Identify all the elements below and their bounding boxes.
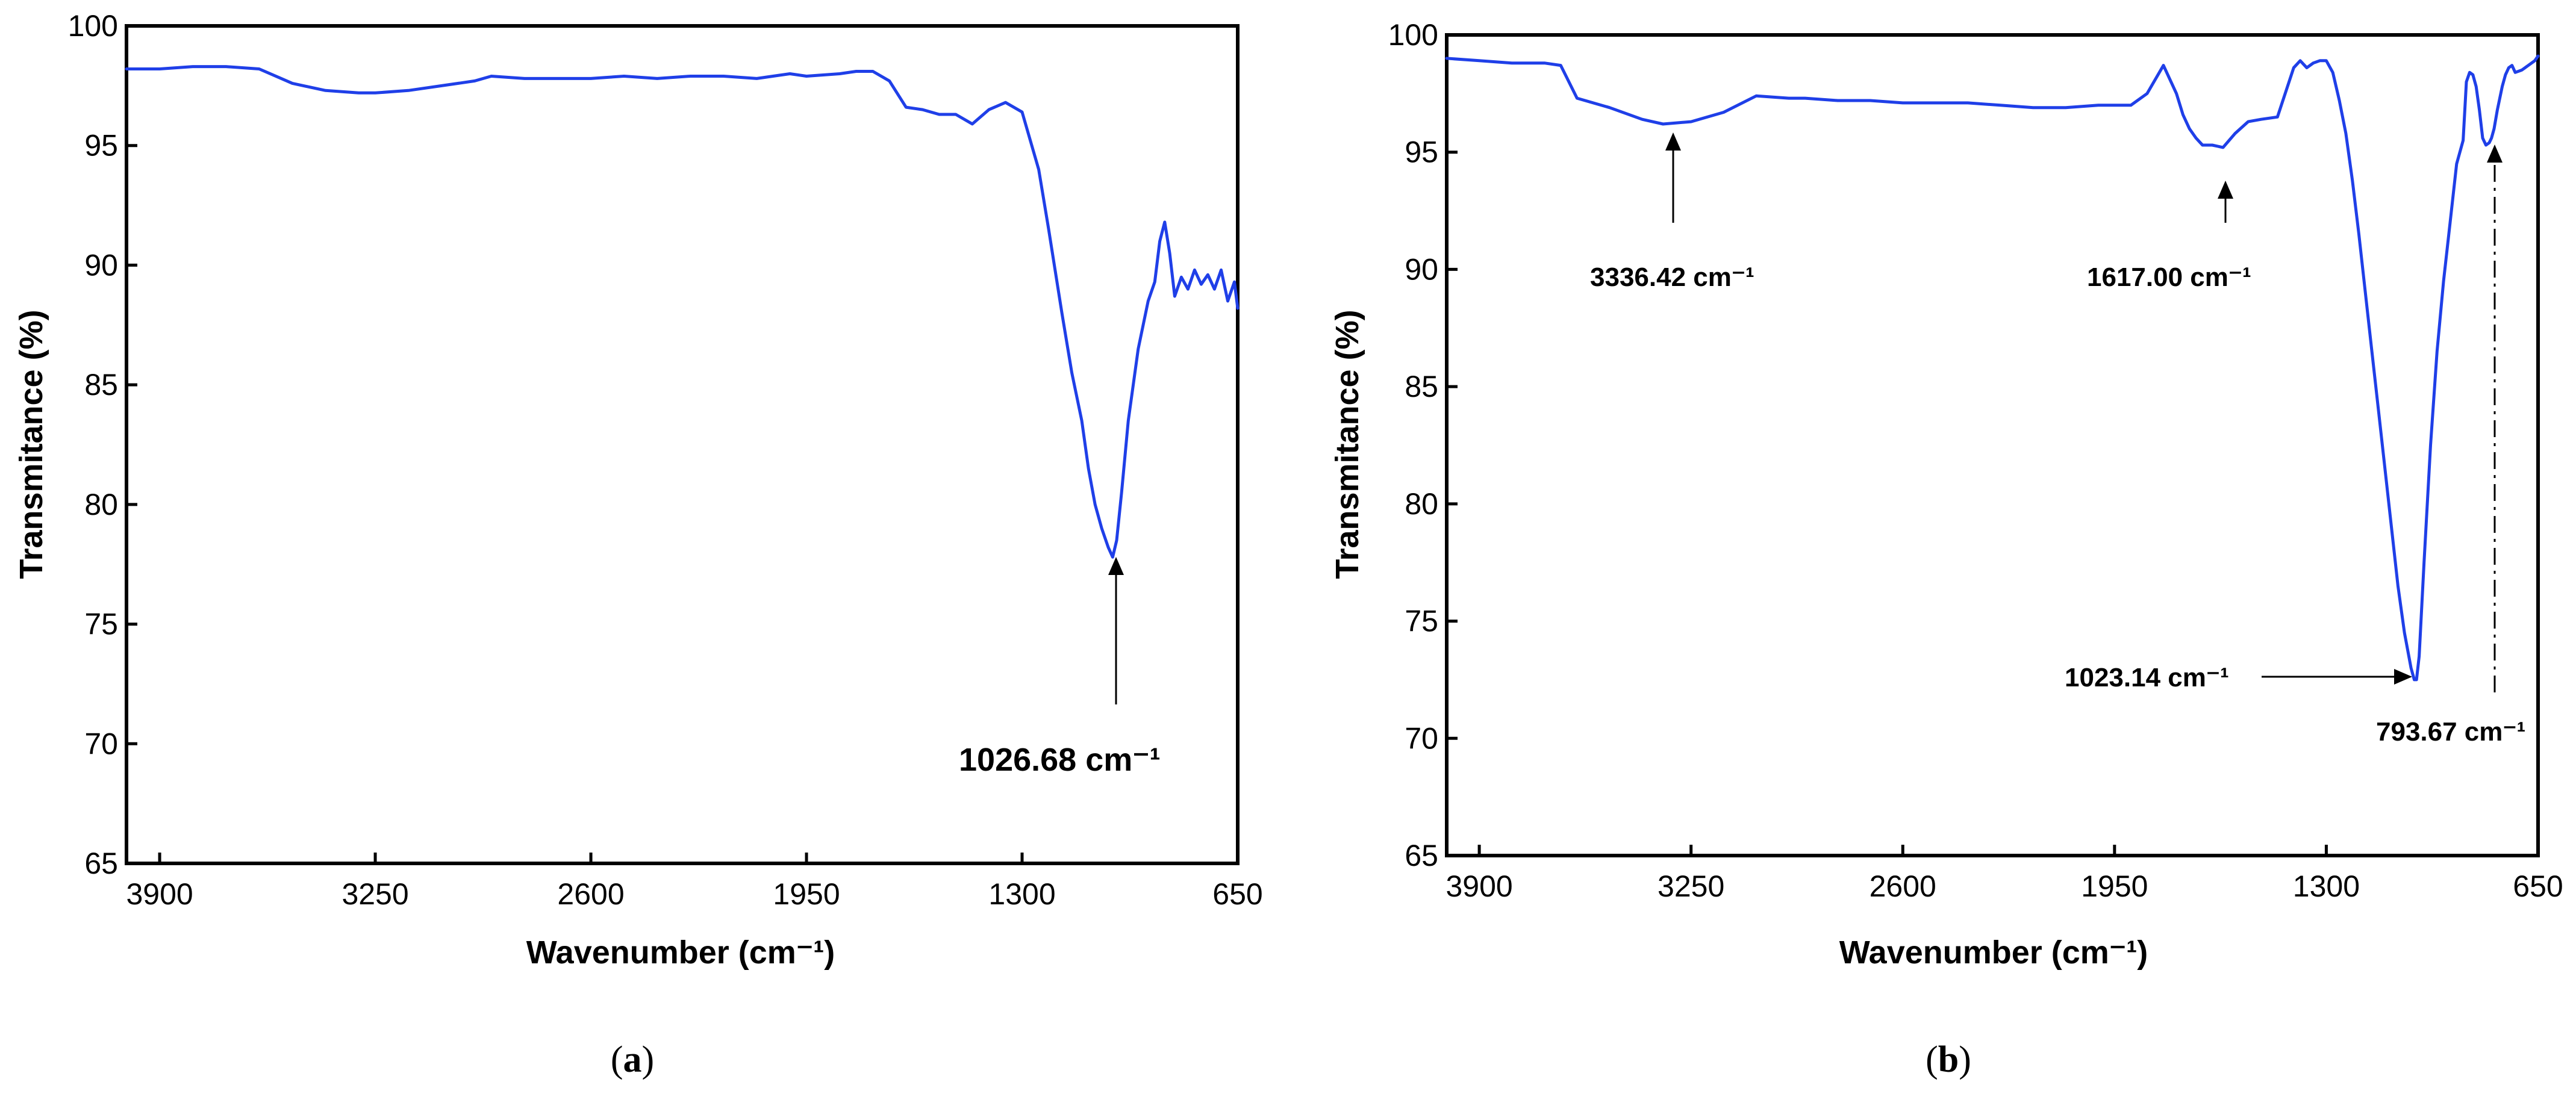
panel-b-y-tick-label: 90 [1405,252,1438,286]
panel-a-ticks: 65 70 75 80 85 90 95 100 3900 3250 2600 1950 1300 650 [68,9,1263,911]
panel-a-y-tick-label: 75 [84,608,118,641]
panel-a-y-tick-label: 65 [84,847,118,880]
panel-a-plot-frame [125,24,1240,865]
panel-a-x-tick-label: 2600 [557,877,624,911]
panel-a-y-tick-label: 85 [84,368,118,402]
panel-a-y-axis-label: Transmitance (%) [13,309,49,579]
panel-a-y-tick-label: 70 [84,727,118,760]
panel-a-x-tick-label: 1950 [773,877,840,911]
panel-b-y-tick-label: 85 [1405,370,1438,403]
panel-b-y-tick-label: 70 [1405,721,1438,755]
panel-a-y-tick-label: 100 [68,9,118,43]
panel-b-caption-letter: b [1938,1039,1959,1080]
panel-a-y-tick-label: 90 [84,248,118,282]
panel-b-y-tick-label: 95 [1405,135,1438,169]
panel-b-annotation-1023: 1023.14 cm⁻¹ [2065,663,2229,692]
panel-a-x-tick-label: 3900 [126,877,193,911]
panel-b-y-tick-label: 80 [1405,487,1438,521]
panel-b-spectrum-line [1445,54,2540,682]
panel-b-y-axis-label: Transmitance (%) [1329,309,1365,579]
panel-a-annotation-arrowhead [1108,557,1124,575]
panel-b-x-tick-label: 1300 [2293,869,2360,903]
panel-b-ticks: 65 70 75 80 85 90 95 100 3900 3250 2600 1950 1300 650 [1388,18,2563,903]
panel-b-y-tick-label: 100 [1388,18,1438,52]
panel-a-x-tick-label: 650 [1212,877,1262,911]
panel-b-annotation-1617: 1617.00 cm⁻¹ [2087,263,2251,292]
panel-b: 65 70 75 80 85 90 95 100 3900 3250 2600 1950 1300 650… [1329,18,2563,1080]
panel-b-series [1445,54,2540,682]
panel-b-annotation-arrowhead-3336 [1665,132,1681,151]
panel-b-caption: (b) [1926,1039,1971,1080]
panel-b-x-tick-label: 3250 [1658,869,1724,903]
panel-a-x-axis-label: Wavenumber (cm⁻¹) [526,934,835,971]
panel-a-x-tick-label: 1300 [988,877,1055,911]
panel-b-annotation-3336: 3336.42 cm⁻¹ [1590,263,1754,292]
panel-b-plot-frame [1445,33,2540,857]
panel-a-series [125,65,1240,559]
panel-b-x-tick-label: 2600 [1870,869,1936,903]
panel-b-x-tick-label: 1950 [2081,869,2148,903]
panel-a-annotation-1026: 1026.68 cm⁻¹ [959,742,1161,778]
panel-b-annotation-arrowhead-793 [2487,145,2503,163]
panel-b-x-tick-label: 3900 [1445,869,1512,903]
panel-a-caption: (a) [611,1039,654,1080]
panel-b-x-tick-label: 650 [2513,869,2563,903]
panel-a-x-tick-label: 3250 [341,877,408,911]
panel-a: 65 70 75 80 85 90 95 100 3900 3250 2600 1950 1300 650… [13,9,1263,1080]
panel-a-caption-letter: a [623,1039,642,1080]
panel-a-y-tick-label: 95 [84,129,118,163]
panel-a-y-tick-label: 80 [84,488,118,521]
panel-a-spectrum-line [125,65,1240,559]
panel-b-annotation-arrowhead-1617 [2218,181,2233,199]
panel-b-x-axis-label: Wavenumber (cm⁻¹) [1839,934,2148,971]
panel-b-annotation-793: 793.67 cm⁻¹ [2376,717,2525,747]
panel-b-annotation-arrowhead-1023 [2394,669,2412,685]
panel-b-y-tick-label: 65 [1405,839,1438,872]
panel-b-y-tick-label: 75 [1405,604,1438,638]
